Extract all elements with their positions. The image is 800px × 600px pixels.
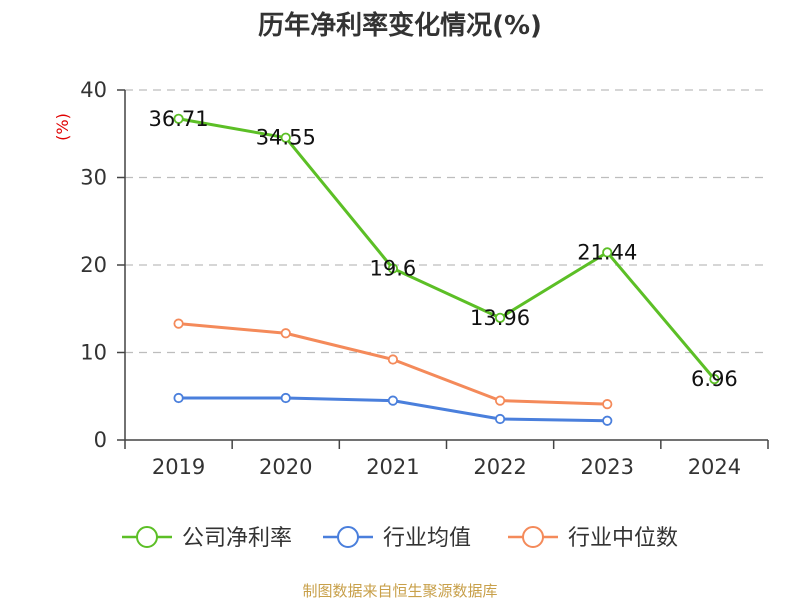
data-point[interactable] [280,132,291,143]
chart-title: 历年净利率变化情况(%) [258,10,542,41]
data-label: 36.71 [149,107,209,131]
data-label: 6.96 [691,367,738,391]
y-tick-label: 30 [80,166,107,190]
legend-circle-icon [136,526,158,548]
series-0 [173,113,720,385]
legend-label: 公司净利率 [182,526,292,551]
series-lines [173,113,720,426]
legend-circle-icon [522,526,544,548]
data-point[interactable] [387,354,399,365]
data-point[interactable] [173,318,184,329]
data-point[interactable] [173,392,184,404]
series-line [177,117,716,381]
data-label: 13.96 [470,306,530,330]
data-label: 19.6 [370,257,417,281]
data-point[interactable] [602,415,613,426]
x-tick-label: 2022 [473,455,526,479]
y-tick-label: 40 [80,78,107,102]
grid-lines [125,89,768,354]
series-1 [173,392,613,426]
data-point[interactable] [280,328,291,339]
data-label: 21.44 [577,240,637,264]
data-label: 34.55 [256,126,316,150]
x-tick-label: 2020 [259,455,312,479]
data-point[interactable] [280,392,291,404]
axes: 0 10 20 30 40 2019 2020 2021 2022 2023 2024 [80,78,769,479]
y-tick-label: 0 [94,428,107,452]
data-labels: 36.71 34.55 19.6 13.96 21.44 6.96 [149,107,738,391]
data-point[interactable] [709,373,720,385]
x-tick-label: 2019 [152,455,205,479]
data-point[interactable] [494,312,506,323]
x-tick-label: 2023 [581,455,634,479]
data-point[interactable] [494,395,506,406]
data-point[interactable] [494,413,506,425]
legend-label: 行业中位数 [568,526,678,551]
source-note: 制图数据来自恒生聚源数据库 [302,582,497,600]
data-point[interactable] [387,263,399,274]
data-point[interactable] [173,113,184,124]
data-point[interactable] [387,395,399,406]
x-tick-label: 2024 [688,455,741,479]
legend[interactable]: 公司净利率 行业均值 行业中位数 [122,526,678,551]
y-tick-label: 10 [80,341,107,365]
series-2 [173,318,613,410]
legend-item-0[interactable]: 公司净利率 [122,526,292,551]
y-tick-label: 20 [80,253,107,277]
legend-circle-icon [337,526,359,548]
data-point[interactable] [602,247,613,258]
data-point[interactable] [602,399,613,410]
legend-label: 行业均值 [383,526,471,551]
y-axis-unit-label: (%) [53,113,72,141]
x-tick-label: 2021 [366,455,419,479]
legend-item-2[interactable]: 行业中位数 [508,526,678,551]
legend-item-1[interactable]: 行业均值 [323,526,471,551]
